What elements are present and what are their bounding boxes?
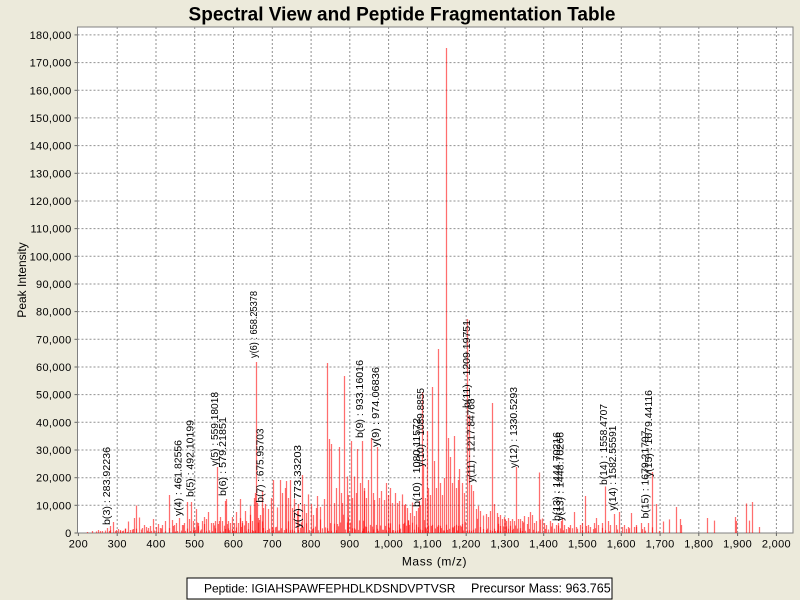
svg-text:900: 900 [340, 538, 359, 550]
svg-text:20,000: 20,000 [36, 473, 71, 485]
svg-text:Precursor Mass: 963.765: Precursor Mass: 963.765 [471, 582, 611, 596]
svg-text:y(7) : 773.33203: y(7) : 773.33203 [293, 445, 304, 528]
svg-text:y(10) : 1089.8855: y(10) : 1089.8855 [416, 388, 427, 467]
svg-text:Mass (m/z): Mass (m/z) [402, 555, 467, 569]
svg-text:1,100: 1,100 [413, 538, 442, 550]
svg-text:130,000: 130,000 [30, 168, 72, 180]
svg-text:60,000: 60,000 [36, 362, 71, 374]
svg-text:1,000: 1,000 [374, 538, 403, 550]
svg-text:y(9) : 974.06836: y(9) : 974.06836 [371, 367, 382, 447]
svg-text:1,400: 1,400 [529, 538, 558, 550]
svg-text:300: 300 [108, 538, 127, 550]
svg-text:100,000: 100,000 [30, 251, 72, 263]
svg-text:b(7) : 675.95703: b(7) : 675.95703 [255, 429, 266, 503]
svg-text:70,000: 70,000 [36, 334, 71, 346]
svg-text:160,000: 160,000 [30, 85, 72, 97]
svg-text:140,000: 140,000 [30, 141, 72, 153]
svg-text:Spectral View and Peptide Frag: Spectral View and Peptide Fragmentation … [189, 5, 616, 26]
svg-text:80,000: 80,000 [36, 307, 71, 319]
svg-text:y(13) : 1448.70266: y(13) : 1448.70266 [556, 432, 567, 521]
svg-text:200: 200 [69, 538, 88, 550]
svg-text:b(3) : 283.92236: b(3) : 283.92236 [102, 447, 113, 525]
svg-text:b(15) : 1679.21797: b(15) : 1679.21797 [641, 431, 652, 519]
svg-text:b(5) : 492.10199: b(5) : 492.10199 [186, 420, 197, 497]
svg-text:y(12) : 1330.5293: y(12) : 1330.5293 [509, 387, 520, 468]
svg-text:b(11) : 1209.19751: b(11) : 1209.19751 [462, 320, 473, 408]
svg-text:y(14) : 1582.55591: y(14) : 1582.55591 [608, 426, 619, 511]
svg-text:1,700: 1,700 [646, 538, 675, 550]
svg-text:700: 700 [263, 538, 282, 550]
svg-text:y(4) : 461.82556: y(4) : 461.82556 [173, 440, 184, 516]
svg-text:0: 0 [65, 528, 71, 540]
svg-text:40,000: 40,000 [36, 417, 71, 429]
svg-text:180,000: 180,000 [30, 30, 72, 42]
svg-text:120,000: 120,000 [30, 196, 72, 208]
svg-text:1,500: 1,500 [568, 538, 597, 550]
svg-text:110,000: 110,000 [30, 224, 71, 236]
svg-text:1,800: 1,800 [684, 538, 713, 550]
svg-text:2,000: 2,000 [762, 538, 791, 550]
svg-text:y(5) : 559.18018: y(5) : 559.18018 [210, 392, 221, 466]
svg-text:Peptide: IGIAHSPAWFEPHDLKDSNDV: Peptide: IGIAHSPAWFEPHDLKDSNDVPTVSR [204, 582, 456, 596]
svg-text:600: 600 [224, 538, 243, 550]
svg-text:b(9) : 933.16016: b(9) : 933.16016 [355, 360, 366, 438]
svg-text:b(10) : 1080.11572: b(10) : 1080.11572 [412, 418, 423, 507]
svg-text:30,000: 30,000 [36, 445, 71, 457]
svg-text:b(6) : 579.21851: b(6) : 579.21851 [218, 417, 229, 496]
svg-text:y(15) : 1679.44116: y(15) : 1679.44116 [644, 390, 655, 477]
svg-text:y(6) : 658.25378: y(6) : 658.25378 [249, 291, 260, 358]
svg-text:400: 400 [146, 538, 165, 550]
svg-text:b(13) : 1444.70216: b(13) : 1444.70216 [552, 432, 563, 521]
svg-text:500: 500 [185, 538, 204, 550]
svg-text:800: 800 [301, 538, 320, 550]
svg-text:1,200: 1,200 [452, 538, 481, 550]
svg-text:b(14) : 1558.4707: b(14) : 1558.4707 [599, 404, 610, 485]
svg-text:1,600: 1,600 [607, 538, 636, 550]
svg-text:1,300: 1,300 [490, 538, 519, 550]
svg-text:50,000: 50,000 [36, 390, 71, 402]
svg-text:Peak Intensity: Peak Intensity [15, 242, 29, 317]
svg-text:1,900: 1,900 [723, 538, 752, 550]
svg-text:10,000: 10,000 [36, 500, 71, 512]
svg-text:y(11) : 1217.84768: y(11) : 1217.84768 [466, 399, 477, 483]
svg-text:90,000: 90,000 [36, 279, 71, 291]
svg-text:170,000: 170,000 [30, 58, 72, 70]
svg-text:150,000: 150,000 [30, 113, 72, 125]
